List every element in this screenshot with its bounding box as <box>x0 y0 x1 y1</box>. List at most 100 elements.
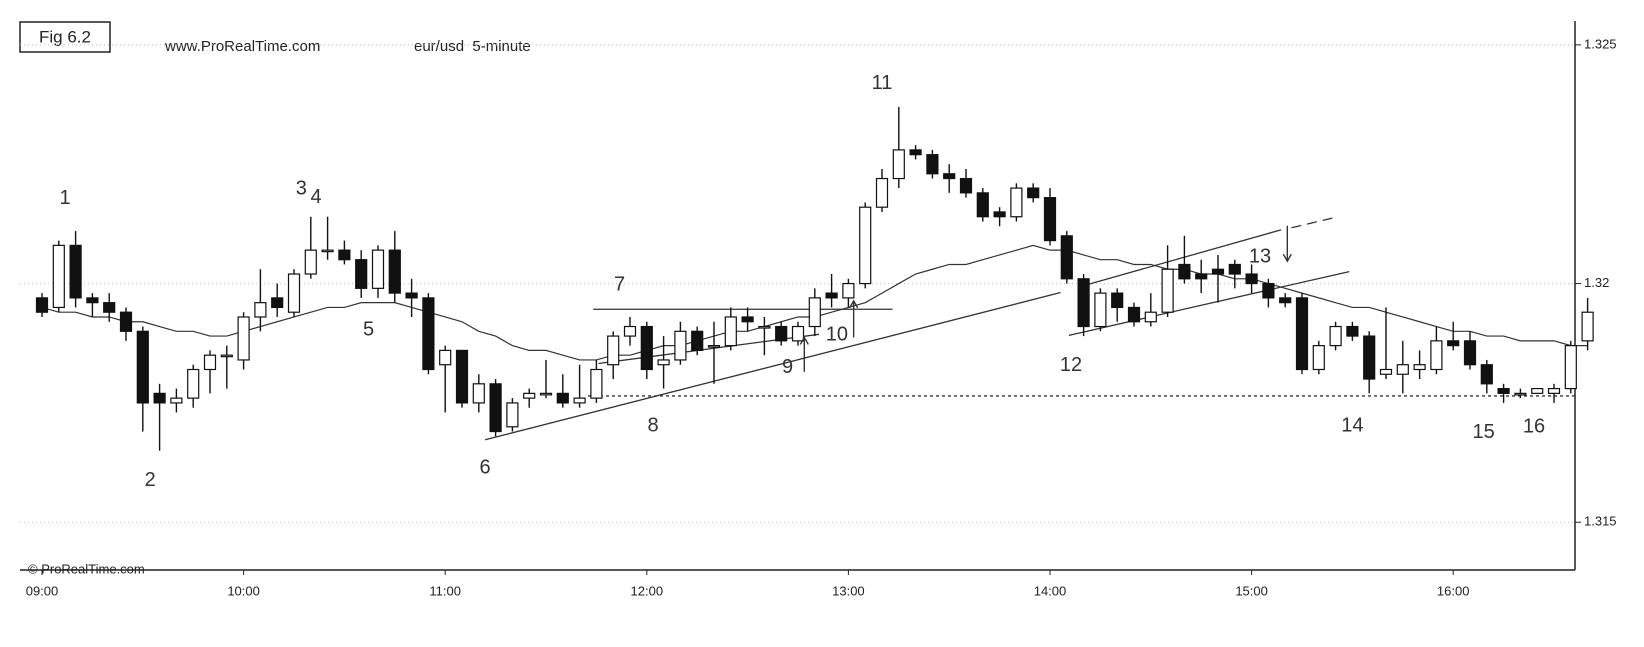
candle-body <box>35 297 49 313</box>
candle-body <box>674 330 687 361</box>
candle-body <box>237 316 250 361</box>
candle-body <box>1094 292 1107 328</box>
candle-body <box>707 345 721 348</box>
arrow-head <box>1282 253 1292 263</box>
annotation: 10 <box>826 324 848 346</box>
x-tick-label: 13:00 <box>832 583 865 598</box>
y-tick-label: 1.325 <box>1584 36 1617 51</box>
x-tick-label: 11:00 <box>429 583 461 598</box>
candle-body <box>136 330 149 404</box>
y-tick-label: 1.315 <box>1584 514 1617 529</box>
candle-body <box>506 402 519 428</box>
annotation: 1 <box>60 187 71 209</box>
candle-body <box>1413 364 1426 371</box>
candle-body <box>523 392 536 399</box>
candle-body <box>1060 235 1073 280</box>
candle-body <box>1346 325 1359 337</box>
candle-body <box>271 297 284 309</box>
candle-body <box>1295 297 1309 371</box>
candle-body <box>909 149 922 156</box>
x-tick-label: 12:00 <box>631 583 664 598</box>
annotation: 3 <box>296 177 307 199</box>
candle-body <box>1329 325 1342 347</box>
candle-body <box>321 249 334 253</box>
candle-body <box>1027 187 1040 199</box>
y-tick-label: 1.32 <box>1584 275 1609 290</box>
annotation: 11 <box>872 72 893 94</box>
annotation: 6 <box>480 456 491 478</box>
candle-body <box>640 325 653 371</box>
candle-body <box>825 292 838 299</box>
candle-body <box>539 392 553 396</box>
candle-body <box>1547 387 1561 394</box>
annotation: 9 <box>782 356 793 378</box>
candle-body <box>1396 364 1409 375</box>
candle-body <box>775 325 788 342</box>
candle-body <box>1127 306 1141 323</box>
candle-body <box>1497 387 1510 394</box>
candle-body <box>1279 297 1292 304</box>
candle-body <box>455 349 469 404</box>
candle-body <box>556 392 569 404</box>
candle-body <box>69 244 82 299</box>
candle-body <box>1195 273 1208 280</box>
candle-body <box>623 325 637 337</box>
candle-body <box>1531 387 1544 394</box>
candle-body <box>1178 263 1191 280</box>
candle-body <box>187 368 200 399</box>
candle-body <box>472 383 485 404</box>
candle-body <box>338 249 351 261</box>
trend-line <box>484 291 1061 441</box>
candle-body <box>439 349 452 366</box>
candle-body <box>1564 345 1577 390</box>
candle-body <box>1228 263 1241 275</box>
candle-body <box>103 302 116 313</box>
candle-body <box>859 206 872 285</box>
candle-body <box>1363 335 1376 380</box>
candle-body <box>119 311 133 332</box>
candle-body <box>1463 340 1477 366</box>
source: www.ProRealTime.com <box>164 38 320 55</box>
channel-line <box>1081 229 1282 287</box>
candle-body <box>170 397 183 404</box>
candle-body <box>842 282 855 299</box>
subtitle: eur/usd 5-minute <box>414 38 531 55</box>
watermark: © ProRealTime.com <box>28 561 145 576</box>
candle-body <box>1262 282 1275 299</box>
candle-body <box>607 335 620 366</box>
candle-body <box>573 397 586 404</box>
candle-body <box>1077 278 1090 328</box>
annotation: 12 <box>1060 354 1082 376</box>
candle-body <box>1447 340 1460 347</box>
candle-body <box>1581 311 1594 342</box>
candle-body <box>153 392 166 404</box>
candle-body <box>791 325 805 342</box>
candle-body <box>1111 292 1124 309</box>
candle-body <box>86 297 99 304</box>
figure-box <box>19 21 111 53</box>
candle-body <box>489 383 502 433</box>
candle-body <box>758 325 771 329</box>
candle-body <box>304 249 317 275</box>
x-tick-label: 14:00 <box>1034 583 1067 598</box>
candle-body <box>388 249 401 294</box>
candle-body <box>741 316 754 323</box>
candle-body <box>220 354 233 358</box>
candle-body <box>808 297 821 328</box>
candle-body <box>1245 273 1258 285</box>
annotation: 8 <box>648 414 659 436</box>
candle-body <box>590 368 603 399</box>
candle-body <box>1010 187 1023 218</box>
candle-body <box>287 273 301 313</box>
candle-body <box>422 297 435 371</box>
candle-body <box>691 330 704 352</box>
candle-body <box>371 249 385 289</box>
candle-body <box>943 173 956 180</box>
candle-body <box>1312 345 1325 371</box>
candle-body <box>1430 340 1443 371</box>
candle-body <box>1514 392 1527 396</box>
candle-body <box>1211 268 1225 275</box>
x-tick-label: 16:00 <box>1437 583 1470 598</box>
channel-line <box>1291 216 1336 229</box>
